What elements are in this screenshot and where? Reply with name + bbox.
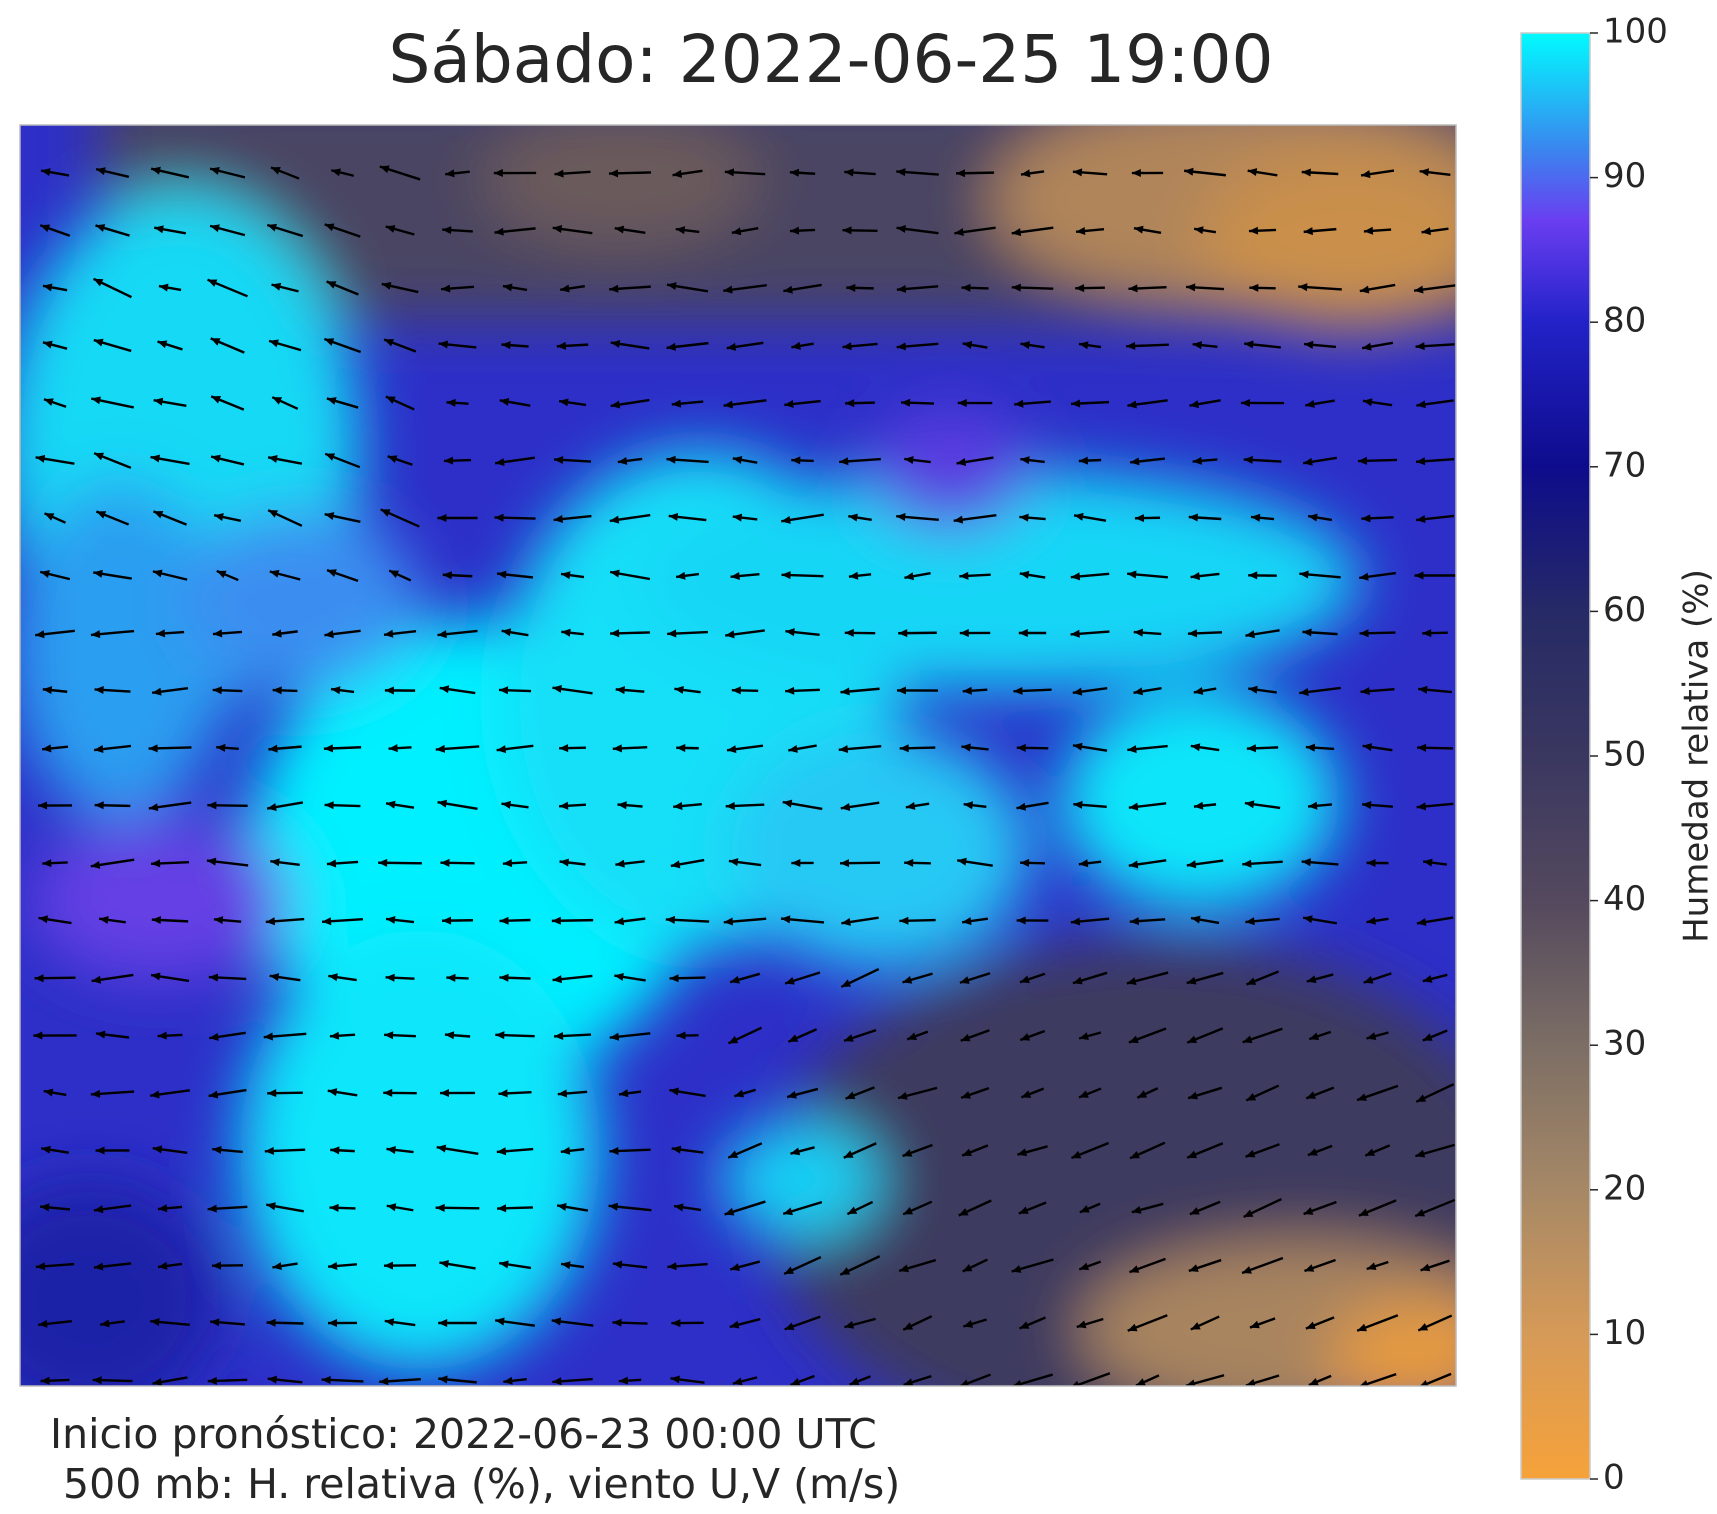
colorbar-tick-label: 30 (1603, 1024, 1646, 1064)
colorbar-label: Humedad relativa (%) (1677, 569, 1717, 943)
colorbar-tick-label: 70 (1603, 445, 1646, 485)
footer-line: 500 mb: H. relativa (%), viento U,V (m/s… (50, 1460, 900, 1508)
colorbar-tick-label: 60 (1603, 590, 1646, 630)
colorbar-tick-label: 0 (1603, 1458, 1625, 1498)
colorbar-tick-label: 10 (1603, 1313, 1646, 1353)
map (0, 80, 1550, 1460)
colorbar-tick-label: 80 (1603, 301, 1646, 341)
colorbar (1521, 33, 1590, 1479)
colorbar-tick-label: 40 (1603, 879, 1646, 919)
colorbar-tick-label: 50 (1603, 735, 1646, 775)
footer-line: Inicio pronóstico: 2022-06-23 00:00 UTC (50, 1410, 877, 1458)
colorbar-tick-label: 20 (1603, 1168, 1646, 1208)
colorbar-tick-label: 100 (1603, 12, 1668, 52)
colorbar-tick-label: 90 (1603, 156, 1646, 196)
title: Sábado: 2022-06-25 19:00 (389, 21, 1274, 98)
